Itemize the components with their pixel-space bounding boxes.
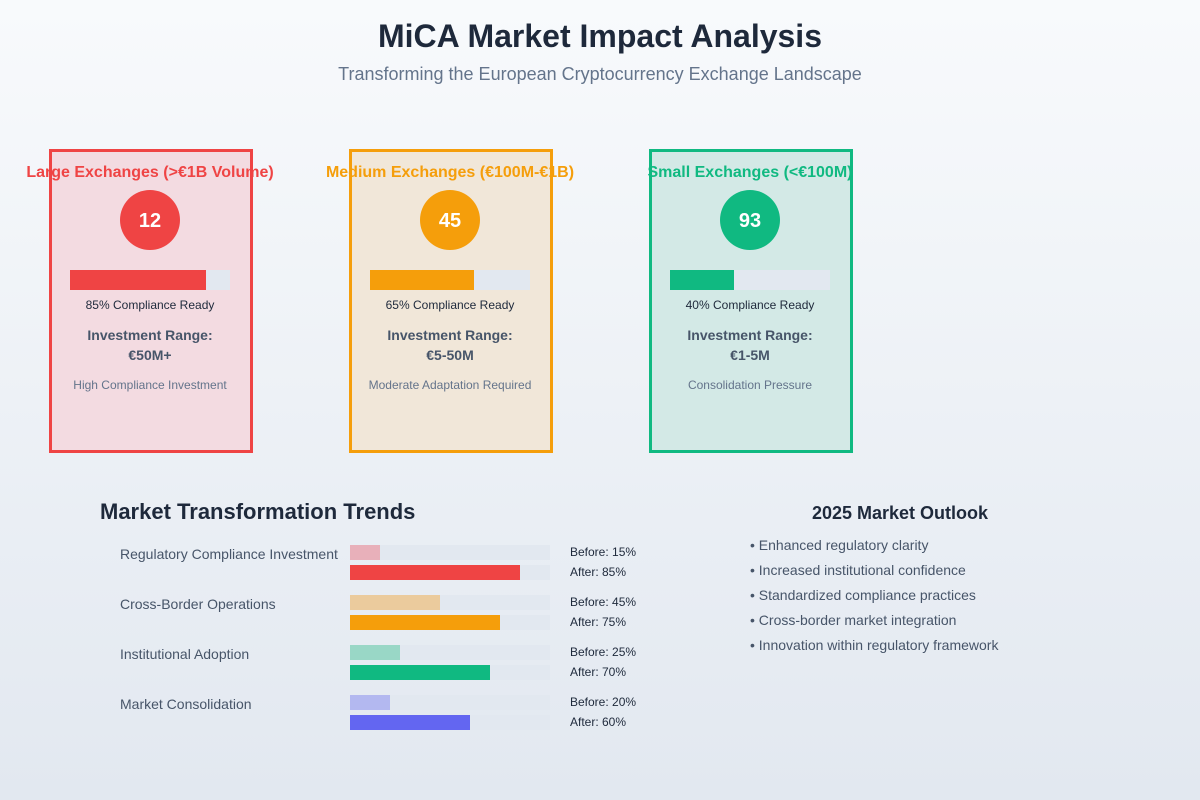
trend-bar-before-fill [350,695,390,710]
page-subtitle: Transforming the European Cryptocurrency… [338,64,862,84]
trend-bar-after-fill [350,715,470,730]
investment-range-label: Investment Range: [87,327,213,343]
trend-bar-before [350,595,550,610]
outlook-title: 2025 Market Outlook [811,503,989,523]
trend-bar-before-fill [350,545,380,560]
trend-bar-before-fill [350,595,440,610]
segment-title: Large Exchanges (>€1B Volume) [26,164,274,181]
compliance-label: 65% Compliance Ready [385,298,515,312]
compliance-bar [670,270,830,290]
trend-bar-before [350,695,550,710]
trend-before-label: Before: 25% [570,645,637,659]
segment-title: Medium Exchanges (€100M-€1B) [325,164,575,181]
trend-bar-after [350,665,550,680]
trend-after-label: After: 85% [570,565,627,579]
segment-count: 45 [420,190,480,250]
compliance-bar [70,270,230,290]
investment-range-value: €50M+ [128,347,172,363]
trend-label: Cross-Border Operations [120,596,276,612]
outlook-item: • Increased institutional confidence [750,562,966,578]
compliance-bar [370,270,530,290]
segment-description: Consolidation Pressure [687,378,813,392]
outlook-item: • Innovation within regulatory framework [750,637,999,653]
segment-card [649,149,853,453]
compliance-bar-fill [370,270,474,290]
trend-after-label: After: 70% [570,665,627,679]
segment-title: Small Exchanges (<€100M) [647,164,853,181]
trend-bar-after-fill [350,565,520,580]
trend-bar-before [350,545,550,560]
compliance-label: 40% Compliance Ready [685,298,815,312]
trend-bar-after [350,565,550,580]
trend-label: Institutional Adoption [120,646,250,662]
trend-bar-after-fill [350,615,500,630]
trend-bar-after-fill [350,665,490,680]
trend-before-label: Before: 15% [570,545,637,559]
trend-after-label: After: 75% [570,615,627,629]
trend-before-label: Before: 45% [570,595,637,609]
page-title: MiCA Market Impact Analysis [378,18,822,54]
trend-after-label: After: 60% [570,715,627,729]
investment-range-value: €1-5M [730,347,770,363]
trend-label: Regulatory Compliance Investment [120,546,338,562]
outlook-item: • Enhanced regulatory clarity [750,537,929,553]
segment-count: 93 [720,190,780,250]
trends-title: Market Transformation Trends [100,499,416,524]
compliance-bar-fill [70,270,206,290]
segment-description: High Compliance Investment [73,378,227,392]
trend-before-label: Before: 20% [570,695,637,709]
segment-count: 12 [120,190,180,250]
investment-range-label: Investment Range: [687,327,813,343]
trend-bar-after [350,715,550,730]
trend-bar-before-fill [350,645,400,660]
compliance-label: 85% Compliance Ready [85,298,215,312]
investment-range-value: €5-50M [426,347,474,363]
outlook-item: • Standardized compliance practices [750,587,976,603]
trend-bar-before [350,645,550,660]
trend-bar-after [350,615,550,630]
investment-range-label: Investment Range: [387,327,513,343]
outlook-item: • Cross-border market integration [750,612,957,628]
trend-label: Market Consolidation [120,696,252,712]
compliance-bar-fill [670,270,734,290]
segment-description: Moderate Adaptation Required [368,378,532,392]
